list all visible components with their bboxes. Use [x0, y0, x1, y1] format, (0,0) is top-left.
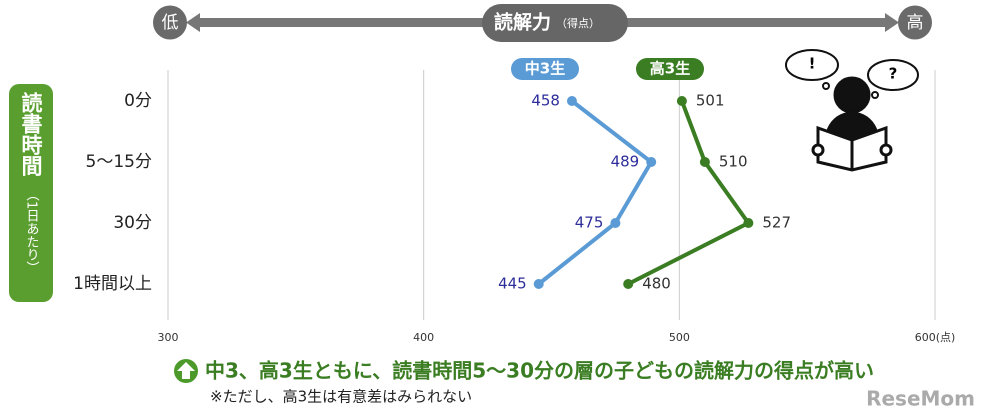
data-label: 480 — [642, 275, 671, 293]
data-point — [676, 96, 687, 106]
data-label: 489 — [611, 153, 640, 171]
legend-label: 中3生 — [525, 60, 565, 78]
axis-title: 読解力 — [494, 11, 551, 34]
watermark: ReseMom — [866, 387, 975, 411]
y-tick-label: 0分 — [124, 91, 152, 111]
x-tick-label: 600(点) — [915, 331, 956, 344]
y-label: 読書時間 — [19, 91, 43, 177]
data-label: 445 — [498, 275, 527, 293]
low-label: 低 — [162, 13, 179, 33]
footer-headline: 中3、高3生ともに、読書時間5～30分の層の子どもの読解力の得点が高い — [205, 359, 874, 383]
bubble-text: ? — [889, 65, 898, 83]
data-point — [623, 279, 634, 289]
up-arrow — [177, 362, 195, 379]
data-label: 458 — [531, 92, 560, 110]
series-line — [537, 99, 654, 286]
data-point — [743, 218, 754, 228]
series-line — [627, 100, 752, 286]
data-label: 510 — [719, 153, 748, 171]
data-point — [699, 157, 710, 167]
y-tick-label: 5〜15分 — [86, 152, 152, 172]
legend-swatch — [511, 58, 579, 80]
reader-icon — [785, 49, 919, 172]
axis-arrow — [153, 4, 932, 42]
high-label: 高 — [907, 13, 924, 33]
x-tick-label: 400 — [413, 331, 434, 344]
data-point — [566, 96, 577, 106]
bubble-text: ! — [809, 55, 816, 73]
data-point — [533, 279, 544, 289]
y-tick-label: 1時間以上 — [73, 274, 152, 294]
y-label-box — [9, 84, 53, 302]
axis-unit: （得点） — [556, 17, 600, 30]
data-label: 527 — [762, 214, 791, 232]
y-label-sub: （1日あたり） — [24, 188, 40, 274]
data-point — [646, 157, 657, 167]
data-label: 501 — [696, 92, 725, 110]
legend-swatch — [636, 58, 704, 80]
x-tick-label: 500 — [669, 331, 690, 344]
x-tick-label: 300 — [158, 331, 179, 344]
footer-note: ※ただし、高3生は有意差はみられない — [210, 388, 472, 406]
y-tick-label: 30分 — [113, 213, 152, 233]
data-label: 475 — [575, 214, 604, 232]
data-point — [610, 218, 621, 228]
legend-label: 高3生 — [650, 60, 690, 78]
